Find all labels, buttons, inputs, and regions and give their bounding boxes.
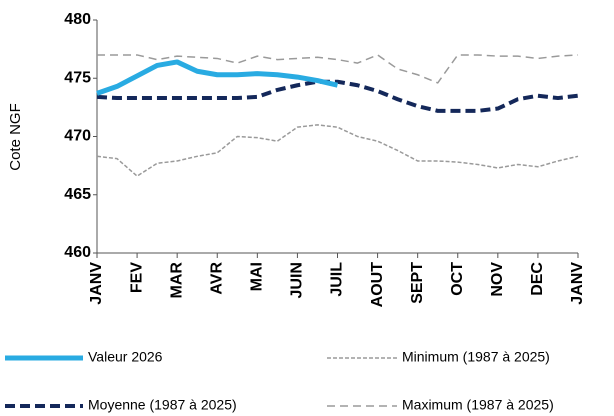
x-tick-label: JUIL (329, 262, 346, 297)
y-tick-label: 460 (64, 244, 91, 261)
series-line (96, 59, 339, 96)
y-tick-label: 480 (64, 11, 91, 28)
y-tick-label: 465 (64, 186, 91, 203)
y-tick-label: 475 (64, 69, 91, 86)
series-line (97, 54, 579, 84)
y-axis-label: Cote NGF (7, 103, 24, 171)
x-tick-label: JUIN (289, 262, 306, 298)
x-tick-label: AOUT (369, 262, 386, 308)
x-tick-label: AVR (208, 262, 225, 295)
x-tick-label: FEV (128, 262, 145, 293)
y-tick-label: 470 (64, 128, 91, 145)
x-tick-label: MAR (168, 262, 185, 299)
series-line (96, 79, 579, 113)
legend-label: Moyenne (1987 à 2025) (88, 397, 237, 413)
series-line (96, 124, 579, 177)
legend-label: Maximum (1987 à 2025) (402, 397, 554, 413)
x-tick-label: NOV (489, 262, 506, 297)
x-tick-label: JANV (88, 262, 105, 305)
x-tick-label: SEPT (409, 262, 426, 304)
x-tick-label: DEC (529, 262, 546, 296)
x-tick-label: OCT (449, 262, 466, 296)
x-tick-label: JANV (569, 262, 586, 305)
legend-label: Minimum (1987 à 2025) (402, 349, 550, 365)
legend-label: Valeur 2026 (88, 349, 163, 365)
x-tick-label: MAI (249, 262, 266, 291)
